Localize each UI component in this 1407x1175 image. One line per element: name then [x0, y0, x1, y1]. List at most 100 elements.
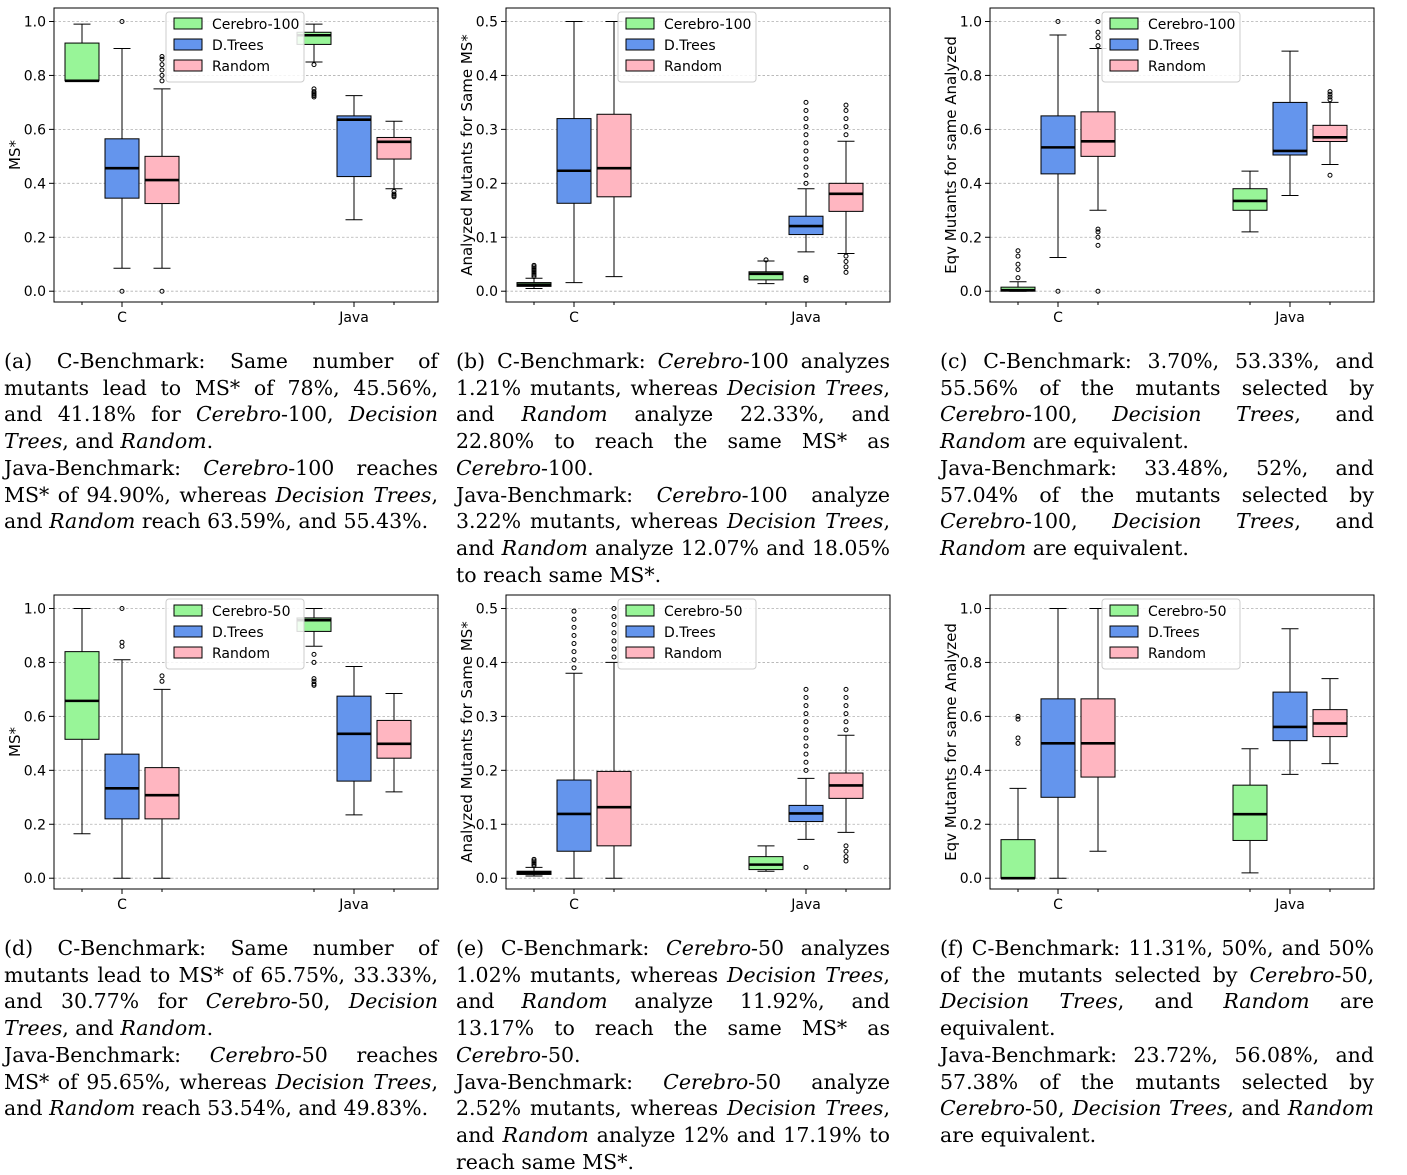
caption-text: , and	[4, 1069, 438, 1121]
caption-emphasis: Cerebro	[666, 936, 752, 960]
box-body	[1080, 698, 1116, 778]
outlier-point	[1095, 226, 1101, 232]
outlier-point	[803, 132, 809, 138]
caption-emphasis: Random	[49, 1096, 136, 1121]
outlier-point	[571, 608, 577, 614]
caption-emphasis: Random	[1223, 989, 1310, 1014]
y-tick-label: 1.0	[960, 14, 982, 30]
legend-label: Cerebro-50	[212, 604, 290, 620]
outlier-point	[843, 264, 849, 270]
outlier-point	[531, 856, 537, 862]
y-tick-label: 0.1	[476, 230, 498, 246]
outlier-point	[159, 78, 165, 84]
outlier-point	[119, 605, 125, 611]
caption-text: , and	[4, 482, 438, 534]
caption-emphasis: Decision Trees	[275, 482, 432, 507]
caption-text: -100 analyzes 1.21% mutants, whereas	[456, 349, 891, 400]
outlier-point	[803, 703, 809, 709]
y-tick-label: 0.2	[24, 230, 46, 246]
outlier-point	[571, 624, 577, 630]
y-axis-label: Analyzed Mutants for Same MS*	[458, 34, 476, 276]
box-body	[1040, 698, 1076, 798]
caption-text: (e) C-Benchmark:	[456, 936, 667, 960]
box-body	[64, 42, 100, 82]
outlier-point	[119, 643, 125, 649]
y-tick-label: 0.1	[476, 817, 498, 833]
box-body	[1232, 188, 1268, 211]
outlier-point	[159, 673, 165, 679]
outlier-point	[119, 18, 125, 24]
outlier-point	[803, 719, 809, 725]
outlier-point	[1095, 234, 1101, 240]
legend-label: Cerebro-50	[1148, 604, 1226, 620]
outlier-point	[1015, 248, 1021, 254]
legend: Cerebro-50 D.Trees Random	[165, 598, 305, 670]
caption-text: Java-Benchmark: 23.72%, 56.08%, and 57.3…	[940, 1042, 1374, 1094]
legend-swatch	[1109, 38, 1139, 51]
outlier-point	[1095, 43, 1101, 49]
caption-text: -100,	[281, 402, 349, 427]
box-random-java	[828, 102, 864, 275]
caption-emphasis: Decision Trees	[727, 509, 884, 534]
outlier-point	[391, 194, 397, 200]
caption-text: analyze 12.07% and 18.05% to reach same …	[456, 535, 890, 587]
y-tick-label: 0.0	[960, 871, 982, 887]
box-random-c	[1080, 18, 1116, 294]
caption-text: analyze 11.92%, and 13.17% to reach the …	[456, 989, 890, 1041]
legend-label: D.Trees	[212, 625, 264, 641]
box-body	[144, 767, 180, 820]
caption-text: -50.	[541, 1042, 581, 1067]
outlier-point	[1327, 97, 1333, 103]
y-tick-label: 0.4	[24, 176, 46, 192]
y-tick-label: 0.4	[476, 68, 498, 84]
caption: (a) C-Benchmark: Same number of mutants …	[4, 348, 444, 535]
x-tick-label: Java	[338, 310, 369, 326]
box-cerebro-c	[64, 607, 100, 835]
outlier-point	[311, 659, 317, 665]
box-random-java	[1312, 678, 1348, 765]
caption-paragraph: Java-Benchmark: Cerebro-100 reaches MS* …	[4, 455, 438, 535]
y-axis-label: Analyzed Mutants for Same MS*	[458, 621, 476, 863]
outlier-point	[843, 711, 849, 717]
outlier-point	[531, 858, 537, 864]
box-random-c	[596, 605, 632, 879]
legend-label: D.Trees	[664, 38, 716, 54]
legend-swatch	[625, 17, 655, 30]
legend-swatch	[1109, 59, 1139, 72]
legend: Cerebro-100 D.Trees Random	[165, 11, 305, 83]
caption-text: (b) C-Benchmark:	[456, 349, 658, 373]
boxplot-chart: 0.0 0.2 0.4 0.6 0.8 1.0 C Java MS* Cerebro-100 D.T…	[6, 7, 439, 326]
box-random-java	[828, 686, 864, 864]
y-tick-label: 0.6	[24, 122, 46, 138]
outlier-point	[531, 267, 537, 273]
legend-label: Random	[1148, 59, 1206, 75]
box-body	[748, 856, 784, 871]
caption-emphasis: Decision Trees	[727, 962, 884, 987]
caption-text: , and	[456, 1096, 890, 1147]
box-dtrees-java	[1272, 50, 1308, 196]
outlier-point	[531, 272, 537, 278]
box-body	[748, 271, 784, 281]
outlier-point	[803, 99, 809, 105]
legend: Cerebro-50 D.Trees Random	[1101, 598, 1241, 670]
y-tick-label: 0.6	[960, 122, 982, 138]
outlier-point	[311, 676, 317, 682]
caption-text: , and	[1294, 509, 1374, 534]
outlier-point	[803, 686, 809, 692]
caption-text: Java-Benchmark:	[4, 455, 204, 480]
caption-emphasis: Random	[940, 535, 1027, 560]
outlier-point	[803, 172, 809, 178]
y-tick-label: 0.8	[960, 655, 982, 671]
caption-emphasis: Cerebro	[195, 402, 281, 427]
box-random-java	[376, 120, 412, 200]
boxplot-chart: 0.0 0.1 0.2 0.3 0.4 0.5 C Java Analyzed Mutants …	[458, 7, 891, 326]
outlier-point	[1055, 288, 1061, 294]
outlier-point	[1095, 35, 1101, 41]
caption-emphasis: Cerebro	[663, 1069, 749, 1094]
caption-text: , and	[1227, 1096, 1288, 1121]
outlier-point	[843, 102, 849, 108]
panel-a: 0.0 0.2 0.4 0.6 0.8 1.0 C Java MS* Cerebro-100 D.T…	[4, 0, 444, 535]
boxplot-chart: 0.0 0.1 0.2 0.3 0.4 0.5 C Java Analyzed Mutants …	[458, 594, 891, 913]
outlier-point	[843, 116, 849, 122]
outlier-point	[1015, 713, 1021, 719]
